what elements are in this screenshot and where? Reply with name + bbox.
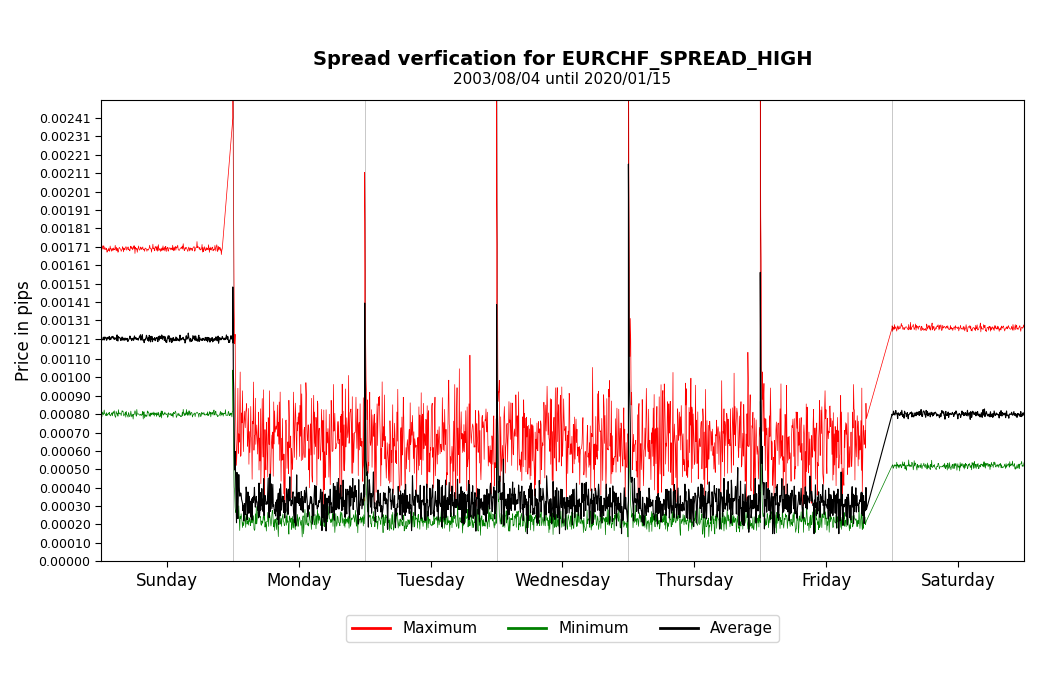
Average <box>788 482 800 491</box>
Minimum <box>788 508 800 517</box>
Average <box>906 409 918 417</box>
Maximum <box>933 326 945 334</box>
Average <box>515 482 528 491</box>
Y-axis label: Price in pips: Price in pips <box>15 280 33 381</box>
Minimum <box>95 410 107 418</box>
Average <box>933 412 945 420</box>
Legend: Maximum, Minimum, Average: Maximum, Minimum, Average <box>346 615 779 643</box>
Average <box>622 160 635 168</box>
Line: Maximum: Maximum <box>101 0 1024 506</box>
Minimum <box>933 462 945 470</box>
Maximum <box>614 424 627 433</box>
Minimum <box>698 533 711 542</box>
Average <box>1017 411 1030 419</box>
Minimum <box>1017 461 1030 470</box>
Maximum <box>1018 323 1031 331</box>
Maximum <box>278 502 291 510</box>
Maximum <box>516 437 529 445</box>
Maximum <box>95 244 107 252</box>
Minimum <box>227 366 239 375</box>
Minimum <box>1018 458 1031 467</box>
Line: Average: Average <box>101 164 1024 533</box>
Average <box>95 334 107 342</box>
Minimum <box>614 524 627 532</box>
Maximum <box>788 414 800 423</box>
Text: 2003/08/04 until 2020/01/15: 2003/08/04 until 2020/01/15 <box>453 71 671 87</box>
Line: Minimum: Minimum <box>101 370 1024 538</box>
Average <box>522 529 534 538</box>
Average <box>614 508 627 517</box>
Minimum <box>906 459 918 468</box>
Maximum <box>1017 321 1030 329</box>
Minimum <box>516 515 529 524</box>
Title: Spread verfication for EURCHF_SPREAD_HIGH: Spread verfication for EURCHF_SPREAD_HIG… <box>313 50 812 70</box>
Average <box>1018 408 1031 416</box>
Maximum <box>906 323 918 331</box>
